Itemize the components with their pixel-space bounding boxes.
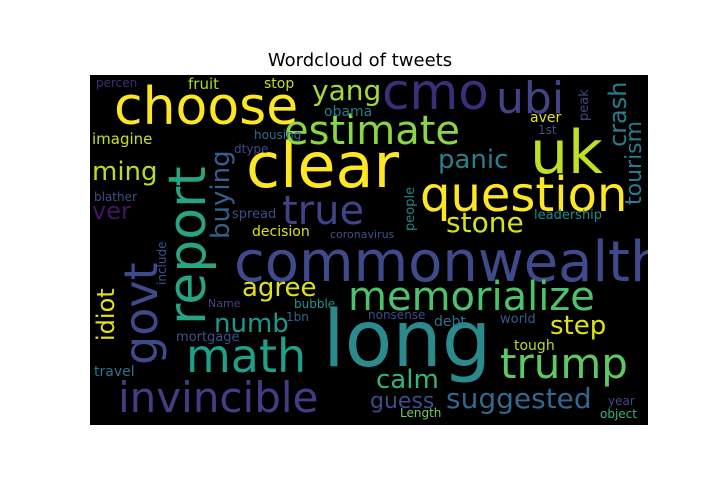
- word-memorialize: memorialize: [348, 274, 595, 320]
- word-stop: stop: [264, 76, 295, 92]
- word-length: Length: [400, 406, 442, 420]
- word-commonwealth: commonwealth: [234, 230, 648, 295]
- word-year: year: [608, 394, 635, 408]
- word-obama: obama: [324, 104, 373, 120]
- word-ubi: ubi: [496, 75, 565, 124]
- word-peak: peak: [577, 89, 592, 121]
- word-agree: agree: [242, 273, 317, 303]
- chart-title: Wordcloud of tweets: [267, 50, 453, 71]
- word-housing: housing: [254, 128, 302, 142]
- word-calm: calm: [376, 365, 439, 395]
- word-dtype: dtype: [234, 142, 269, 156]
- word-trump: trump: [500, 339, 628, 388]
- word-debt: debt: [434, 314, 466, 330]
- word-coronavirus: coronavirus: [330, 228, 395, 241]
- word-name: Name: [208, 297, 241, 310]
- word-invincible: invincible: [118, 373, 319, 422]
- word-world: world: [500, 312, 536, 327]
- word-bubble: bubble: [294, 297, 336, 311]
- word-idiot: idiot: [92, 288, 120, 341]
- word-blather: blather: [94, 190, 137, 204]
- word-math: math: [186, 329, 307, 383]
- word-step: step: [550, 311, 607, 341]
- word-numb: numb: [214, 309, 289, 339]
- word-include: include: [155, 241, 169, 285]
- word-question: question: [420, 167, 628, 223]
- word-guess: guess: [370, 389, 435, 414]
- word-uk: uk: [530, 118, 603, 188]
- word-leadership: leadership: [534, 208, 603, 223]
- word-1st: 1st: [538, 123, 557, 137]
- word-ming: ming: [92, 157, 158, 187]
- word-percen: percen: [96, 76, 138, 90]
- word-people: people: [403, 186, 418, 231]
- word-buying: buying: [206, 150, 236, 239]
- word-fruit: fruit: [188, 75, 220, 93]
- word-object: object: [600, 407, 637, 421]
- word-stone: stone: [446, 206, 524, 239]
- word-tourism: tourism: [622, 120, 647, 205]
- word-estimate: estimate: [284, 108, 461, 154]
- word-1bn: 1bn: [286, 310, 309, 324]
- word-tough: tough: [514, 338, 555, 354]
- word-mortgage: mortgage: [176, 330, 240, 345]
- word-spread: spread: [232, 207, 277, 222]
- word-imagine: imagine: [92, 130, 153, 148]
- word-cmo: cmo: [382, 75, 489, 121]
- word-choose: choose: [114, 77, 299, 137]
- word-decision: decision: [252, 224, 310, 240]
- wordcloud-panel: long commonwealth clear choose report uk…: [90, 75, 648, 425]
- word-nonsense: nonsense: [368, 308, 426, 322]
- word-clear: clear: [246, 129, 399, 202]
- word-true: true: [282, 188, 365, 234]
- word-ver: ver: [92, 197, 131, 225]
- word-travel: travel: [94, 364, 135, 380]
- word-long: long: [323, 295, 492, 385]
- word-suggested: suggested: [446, 382, 592, 415]
- word-panic: panic: [438, 145, 509, 175]
- word-aver: aver: [530, 110, 562, 126]
- word-yang: yang: [312, 75, 382, 107]
